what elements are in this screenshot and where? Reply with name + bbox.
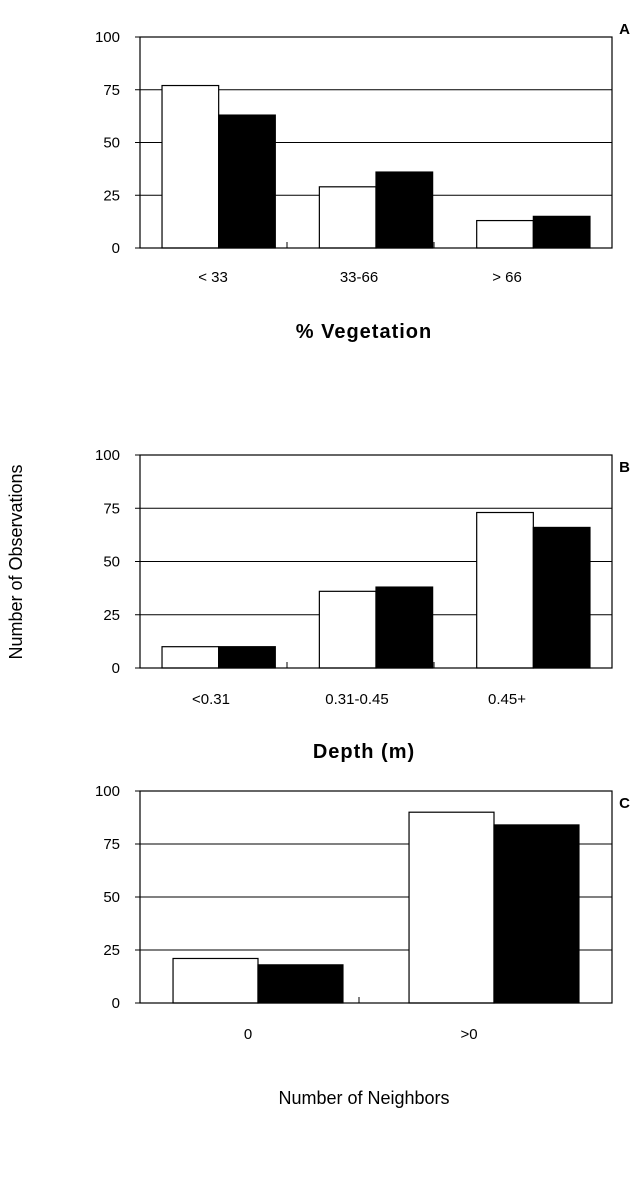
chart-panel-c: 0 25 50 75 100 0 >0 Number of Neighbors C [95,783,630,1108]
bar [408,811,495,1004]
x-tick-label: 0.31-0.45 [325,691,388,708]
y-tick-label: 75 [103,500,120,517]
x-tick-label: > 66 [492,269,522,286]
y-tick-label: 0 [112,240,120,257]
x-axis-label: Depth (m) [313,741,415,763]
x-tick-label: 0.45+ [488,691,526,708]
bar [476,511,534,669]
bar [375,171,434,249]
x-tick-label: 33-66 [340,269,378,286]
y-tick-label: 75 [103,836,120,853]
x-tick-label: < 33 [198,269,228,286]
y-tick-label: 25 [103,607,120,624]
chart-panel-a: 0 25 50 75 100 < 33 33-66 > 66 % Vegetation A [95,21,630,343]
y-tick-label: 100 [95,447,120,464]
bar [172,957,259,1004]
x-axis-label: Number of Neighbors [278,1088,449,1108]
y-tick-label: 100 [95,783,120,800]
y-tick-label: 75 [103,82,120,99]
y-axis-label: Number of Observations [6,464,26,659]
bar [476,219,534,249]
y-tick-label: 25 [103,187,120,204]
bar [532,526,591,669]
panel-letter: C [619,795,630,812]
panel-letter: B [619,459,630,476]
chart-panel-b: 0 25 50 75 100 <0.31 0.31-0.45 0.45+ Depth (m) B [95,447,630,763]
bar [318,186,377,249]
x-tick-label: 0 [244,1026,252,1043]
y-tick-label: 0 [112,660,120,677]
x-axis-label: % Vegetation [296,321,432,343]
bar [257,964,344,1004]
y-tick-label: 50 [103,554,120,571]
bar [218,114,276,249]
bar [493,824,580,1004]
y-tick-label: 50 [103,135,120,152]
bar [532,215,591,249]
panel-letter: A [619,21,630,38]
x-tick-label: <0.31 [192,691,230,708]
bar [218,646,276,669]
bar [375,586,434,669]
y-tick-label: 50 [103,889,120,906]
bar [161,84,220,249]
y-tick-label: 0 [112,995,120,1012]
bar [161,646,220,669]
x-tick-label: >0 [460,1026,477,1043]
y-tick-label: 25 [103,942,120,959]
y-tick-label: 100 [95,29,120,46]
bar [318,590,377,669]
